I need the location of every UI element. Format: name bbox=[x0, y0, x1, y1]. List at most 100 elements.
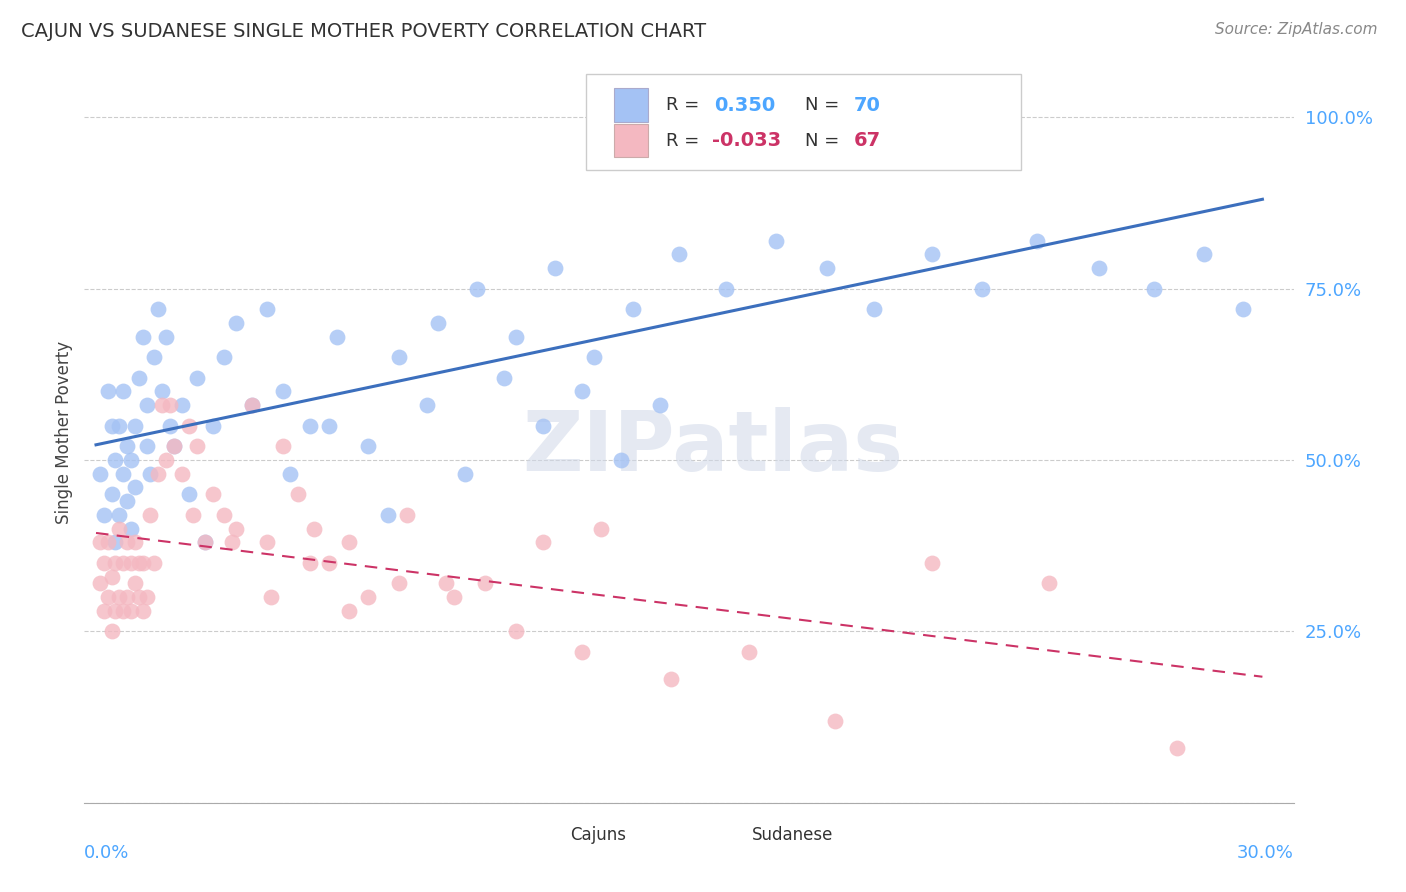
Text: N =: N = bbox=[806, 131, 845, 150]
Point bbox=[443, 590, 465, 604]
Point bbox=[214, 350, 236, 364]
FancyBboxPatch shape bbox=[614, 124, 648, 157]
Point bbox=[979, 124, 1001, 138]
Point bbox=[201, 487, 224, 501]
Point bbox=[1192, 247, 1215, 261]
Point bbox=[115, 590, 138, 604]
Point bbox=[150, 398, 173, 412]
Point bbox=[427, 316, 450, 330]
Point bbox=[120, 522, 142, 536]
Point bbox=[108, 508, 131, 522]
Point bbox=[1166, 741, 1188, 756]
Point bbox=[124, 480, 146, 494]
Point bbox=[201, 418, 224, 433]
Point bbox=[112, 556, 135, 570]
Point bbox=[388, 350, 411, 364]
Point bbox=[163, 439, 186, 453]
Point bbox=[143, 350, 166, 364]
Text: 0.0%: 0.0% bbox=[84, 844, 129, 862]
Point bbox=[104, 535, 127, 549]
Point bbox=[738, 645, 761, 659]
Point bbox=[115, 439, 138, 453]
Point bbox=[115, 535, 138, 549]
Point bbox=[256, 302, 278, 317]
Point bbox=[115, 494, 138, 508]
Point bbox=[93, 508, 115, 522]
Point bbox=[531, 535, 554, 549]
Point bbox=[465, 282, 488, 296]
Point bbox=[148, 467, 170, 481]
Text: Cajuns: Cajuns bbox=[571, 826, 627, 844]
Point bbox=[396, 508, 419, 522]
Point bbox=[128, 556, 150, 570]
Text: 70: 70 bbox=[853, 95, 880, 114]
Point bbox=[128, 371, 150, 385]
Point bbox=[298, 556, 321, 570]
Point bbox=[194, 535, 217, 549]
Point bbox=[621, 302, 644, 317]
Point bbox=[159, 418, 181, 433]
Point bbox=[100, 418, 122, 433]
Point bbox=[505, 624, 527, 639]
Point bbox=[139, 467, 162, 481]
Point bbox=[494, 371, 516, 385]
Point bbox=[179, 418, 201, 433]
Point bbox=[661, 673, 683, 687]
Point bbox=[89, 576, 111, 591]
Point bbox=[765, 234, 787, 248]
Point bbox=[112, 604, 135, 618]
Point bbox=[179, 487, 201, 501]
Point bbox=[214, 508, 236, 522]
Point bbox=[824, 714, 846, 728]
Point bbox=[815, 261, 838, 276]
Text: R =: R = bbox=[666, 131, 704, 150]
Point bbox=[357, 439, 380, 453]
Point bbox=[610, 453, 633, 467]
Point bbox=[326, 329, 349, 343]
Point bbox=[434, 576, 457, 591]
Point bbox=[89, 467, 111, 481]
Point bbox=[921, 247, 943, 261]
Text: Source: ZipAtlas.com: Source: ZipAtlas.com bbox=[1215, 22, 1378, 37]
Point bbox=[1142, 282, 1164, 296]
Point bbox=[120, 453, 142, 467]
Point bbox=[97, 384, 120, 399]
Point bbox=[377, 508, 399, 522]
Point bbox=[280, 467, 302, 481]
FancyBboxPatch shape bbox=[538, 823, 564, 846]
Point bbox=[240, 398, 263, 412]
Point bbox=[287, 487, 309, 501]
Y-axis label: Single Mother Poverty: Single Mother Poverty bbox=[55, 341, 73, 524]
Point bbox=[155, 453, 177, 467]
Point bbox=[745, 124, 768, 138]
Point bbox=[415, 398, 437, 412]
Point bbox=[688, 124, 710, 138]
Point bbox=[104, 604, 127, 618]
Point bbox=[112, 467, 135, 481]
Point bbox=[591, 522, 613, 536]
Point bbox=[93, 556, 115, 570]
Point bbox=[972, 282, 994, 296]
Point bbox=[318, 418, 340, 433]
FancyBboxPatch shape bbox=[586, 73, 1022, 169]
Point bbox=[1088, 261, 1111, 276]
Point bbox=[571, 384, 593, 399]
Text: N =: N = bbox=[806, 96, 845, 114]
Point bbox=[97, 590, 120, 604]
Point bbox=[93, 604, 115, 618]
Point bbox=[148, 302, 170, 317]
Point bbox=[337, 604, 360, 618]
Point bbox=[135, 590, 157, 604]
Text: 67: 67 bbox=[853, 131, 880, 150]
Point bbox=[194, 535, 217, 549]
Point bbox=[181, 508, 204, 522]
Point bbox=[120, 556, 142, 570]
Point bbox=[124, 535, 146, 549]
Point bbox=[163, 439, 186, 453]
Point bbox=[505, 329, 527, 343]
Point bbox=[89, 535, 111, 549]
Text: ZIPatlas: ZIPatlas bbox=[523, 407, 904, 488]
Point bbox=[454, 467, 477, 481]
Point bbox=[298, 418, 321, 433]
Point bbox=[100, 487, 122, 501]
